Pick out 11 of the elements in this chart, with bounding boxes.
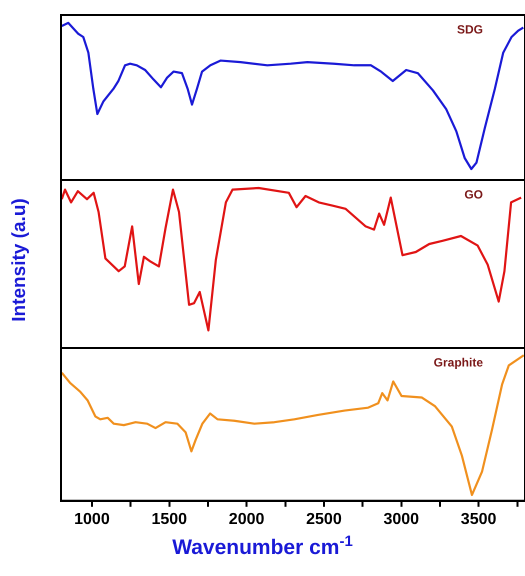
series-label: Graphite <box>434 355 484 370</box>
y-axis-title: Intensity (a.u) <box>8 198 31 322</box>
x-tick-label: 2000 <box>228 510 264 528</box>
text: SDG <box>456 22 483 36</box>
x-tick-label: 3500 <box>460 510 496 528</box>
x-tick-label: 2500 <box>306 510 342 528</box>
x-tick-label: 1000 <box>74 510 110 528</box>
text: GO <box>464 187 483 202</box>
x-axis-title: Wavenumber cm$^{-1}$ <box>171 533 354 560</box>
x-tick-label: 3000 <box>383 510 420 528</box>
x-tick-label: 1500 <box>151 510 188 528</box>
